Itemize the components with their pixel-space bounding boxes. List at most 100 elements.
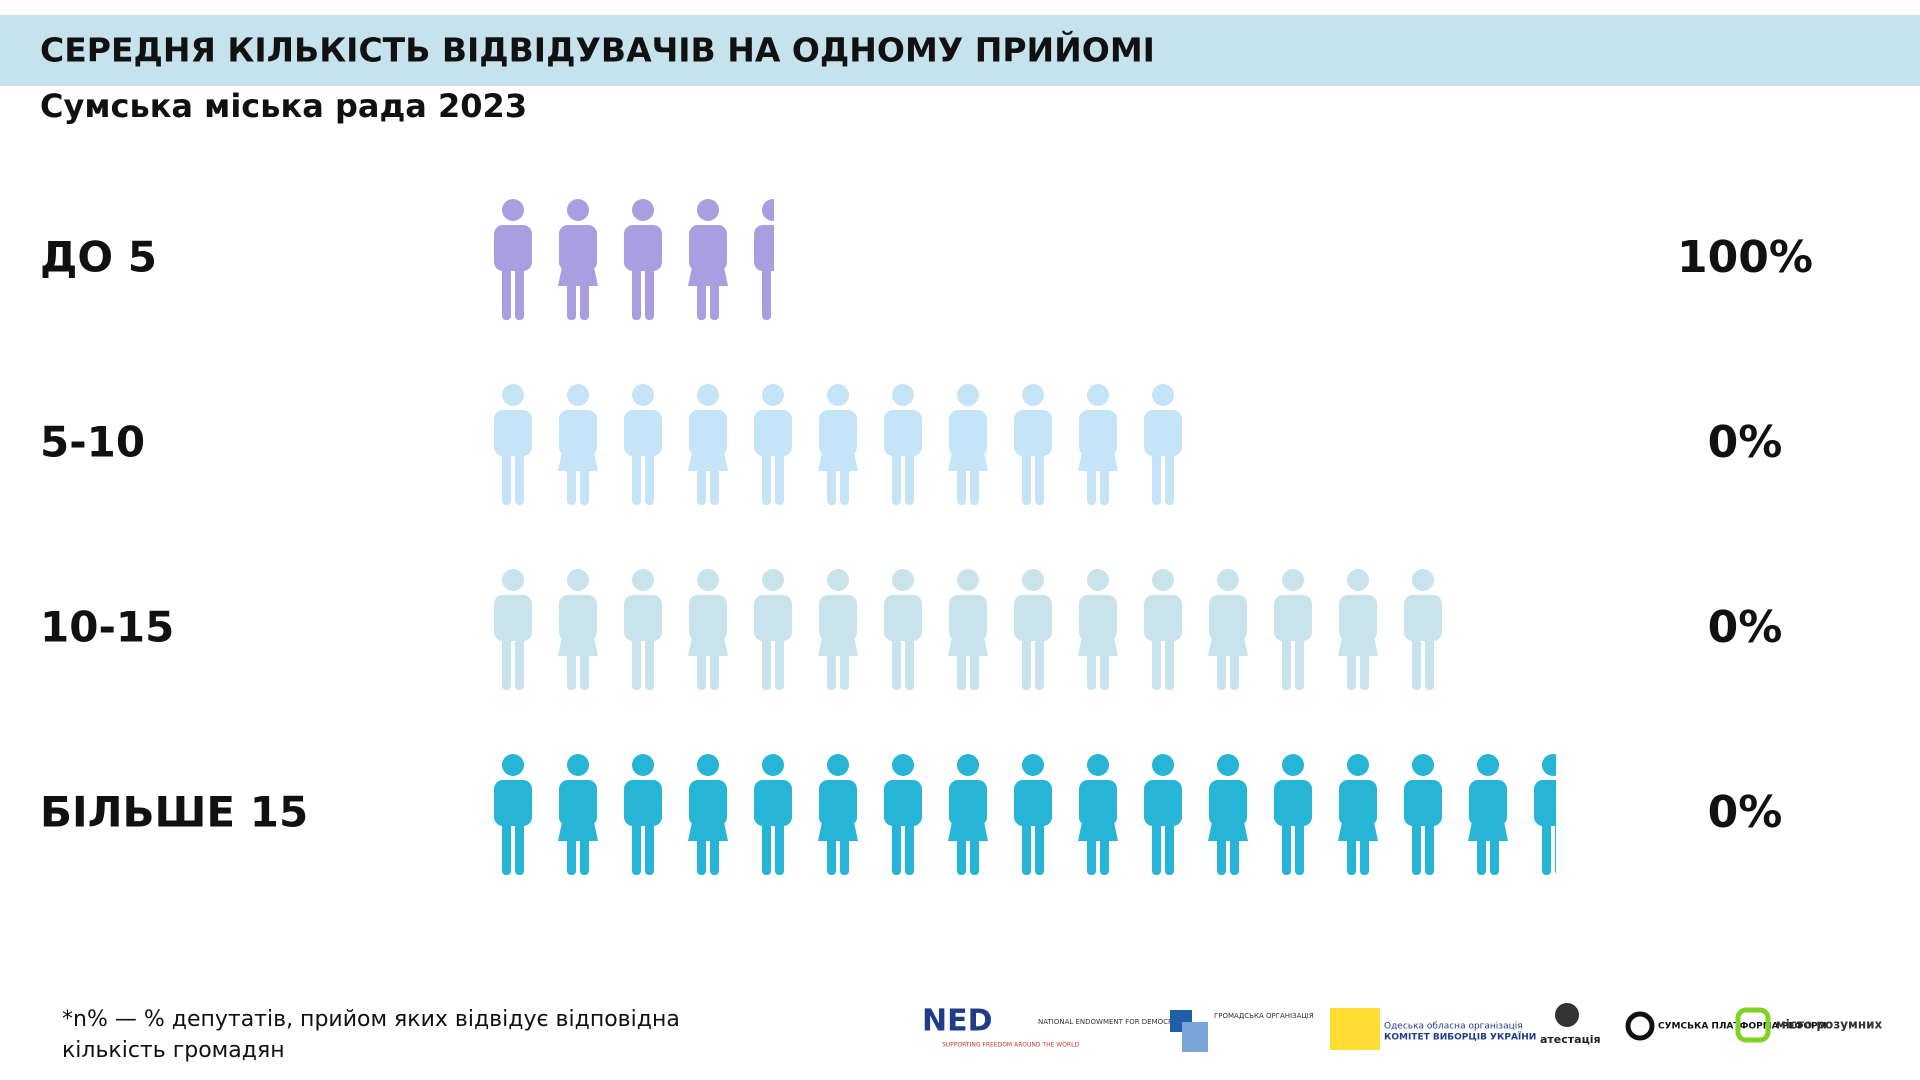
icon-row bbox=[494, 384, 1182, 505]
icon-leg bbox=[1230, 813, 1239, 875]
person-icon bbox=[688, 199, 728, 320]
icon-leg bbox=[1100, 628, 1109, 690]
person-icon bbox=[688, 384, 728, 505]
icon-leg bbox=[1035, 443, 1044, 505]
icon-leg bbox=[1217, 628, 1226, 690]
person-icon bbox=[1534, 754, 1556, 875]
person-icon bbox=[558, 384, 598, 505]
icon-head bbox=[1542, 754, 1556, 776]
person-icon bbox=[1404, 754, 1442, 875]
logo-shape bbox=[1735, 1007, 1771, 1043]
icon-head bbox=[957, 754, 979, 776]
icon-head bbox=[1412, 569, 1434, 591]
icon-leg bbox=[827, 628, 836, 690]
icon-leg bbox=[710, 813, 719, 875]
icon-leg bbox=[1022, 628, 1031, 690]
row-label: ДО 5 bbox=[40, 233, 157, 282]
icon-body bbox=[754, 595, 792, 641]
icon-head bbox=[1282, 569, 1304, 591]
icon-head bbox=[827, 569, 849, 591]
person-icon bbox=[1014, 754, 1052, 875]
icon-head bbox=[632, 569, 654, 591]
icon-head bbox=[567, 384, 589, 406]
logo-shape bbox=[1555, 1003, 1579, 1027]
person-icon bbox=[948, 754, 988, 875]
icon-head bbox=[1217, 754, 1239, 776]
person-icon bbox=[624, 199, 662, 320]
icon-skirt bbox=[688, 808, 728, 841]
icon-leg bbox=[697, 813, 706, 875]
icon-skirt bbox=[1078, 808, 1118, 841]
person-icon bbox=[1208, 754, 1248, 875]
icon-skirt bbox=[558, 808, 598, 841]
icon-leg bbox=[775, 628, 784, 690]
icon-head bbox=[892, 569, 914, 591]
icon-skirt bbox=[818, 623, 858, 656]
person-icon bbox=[754, 754, 792, 875]
icon-skirt bbox=[1208, 808, 1248, 841]
icon-leg bbox=[515, 628, 524, 690]
icon-head bbox=[762, 199, 774, 221]
person-icon bbox=[1144, 384, 1182, 505]
icon-leg bbox=[580, 628, 589, 690]
person-icon bbox=[1144, 754, 1182, 875]
icon-head bbox=[1022, 569, 1044, 591]
person-icon bbox=[884, 754, 922, 875]
person-icon bbox=[624, 569, 662, 690]
person-icon bbox=[1404, 569, 1442, 690]
icon-head bbox=[632, 754, 654, 776]
icon-leg bbox=[580, 443, 589, 505]
icon-head bbox=[1022, 754, 1044, 776]
person-icon bbox=[494, 754, 532, 875]
icon-leg bbox=[502, 258, 511, 320]
row-value: 100% bbox=[1677, 232, 1813, 283]
icon-leg bbox=[1282, 628, 1291, 690]
person-icon bbox=[1338, 569, 1378, 690]
icon-leg bbox=[957, 628, 966, 690]
icon-leg bbox=[710, 443, 719, 505]
icon-leg bbox=[775, 813, 784, 875]
icon-head bbox=[957, 384, 979, 406]
person-icon bbox=[1338, 754, 1378, 875]
icon-leg bbox=[697, 628, 706, 690]
icon-leg bbox=[1412, 628, 1421, 690]
icon-body bbox=[1404, 780, 1442, 826]
person-icon bbox=[688, 569, 728, 690]
icon-body bbox=[1014, 410, 1052, 456]
icon-body bbox=[624, 780, 662, 826]
person-icon bbox=[494, 569, 532, 690]
icon-head bbox=[697, 384, 719, 406]
person-icon bbox=[1078, 384, 1118, 505]
icon-leg bbox=[1412, 813, 1421, 875]
icon-leg bbox=[1490, 813, 1499, 875]
icon-leg bbox=[697, 258, 706, 320]
icon-leg bbox=[1347, 813, 1356, 875]
icon-body bbox=[884, 595, 922, 641]
icon-leg bbox=[515, 258, 524, 320]
person-icon bbox=[1078, 754, 1118, 875]
icon-leg bbox=[1360, 628, 1369, 690]
icon-body bbox=[754, 780, 792, 826]
logo-ned: NED bbox=[922, 1004, 993, 1039]
icon-leg bbox=[1295, 628, 1304, 690]
icon-head bbox=[502, 384, 524, 406]
icon-leg bbox=[762, 813, 771, 875]
icon-leg bbox=[762, 628, 771, 690]
icon-skirt bbox=[688, 253, 728, 286]
icon-leg bbox=[1425, 813, 1434, 875]
icon-leg bbox=[502, 628, 511, 690]
icon-leg bbox=[502, 443, 511, 505]
person-icon bbox=[558, 199, 598, 320]
person-icon bbox=[1014, 569, 1052, 690]
logo-text: КОМІТЕТ ВИБОРЦІВ УКРАЇНИ bbox=[1384, 1032, 1536, 1043]
icon-body bbox=[884, 780, 922, 826]
icon-skirt bbox=[558, 253, 598, 286]
icon-leg bbox=[645, 258, 654, 320]
icon-skirt bbox=[558, 623, 598, 656]
person-icon bbox=[1274, 569, 1312, 690]
icon-body bbox=[754, 225, 774, 271]
icon-leg bbox=[1100, 813, 1109, 875]
icon-leg bbox=[580, 813, 589, 875]
icon-leg bbox=[905, 813, 914, 875]
person-icon bbox=[688, 754, 728, 875]
